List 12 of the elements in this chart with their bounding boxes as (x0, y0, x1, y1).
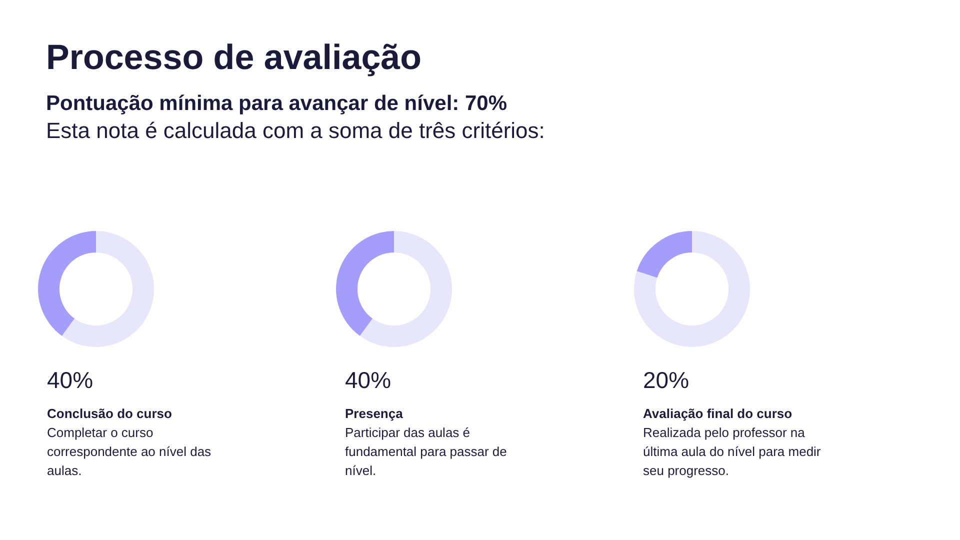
text: Participar das aulas é fundamental para passar de nível. (345, 424, 508, 480)
text: Realizada pelo professor na última aula do nível para medir seu progresso. (643, 424, 822, 480)
text: 20% (643, 367, 690, 394)
text: Conclusão do curso (47, 405, 173, 423)
text: Pontuação mínima para avançar de nível: 70% (46, 92, 508, 116)
text: 40% (345, 367, 392, 394)
text: Completar o curso correspondente ao nível das aulas. (47, 424, 212, 480)
text: 40% (47, 367, 94, 394)
text: Esta nota é calculada com a soma de três critérios: (46, 118, 546, 144)
text: Processo de avaliação (46, 38, 422, 78)
text: Presença (345, 405, 404, 423)
text: Avaliação final do curso (643, 405, 794, 423)
